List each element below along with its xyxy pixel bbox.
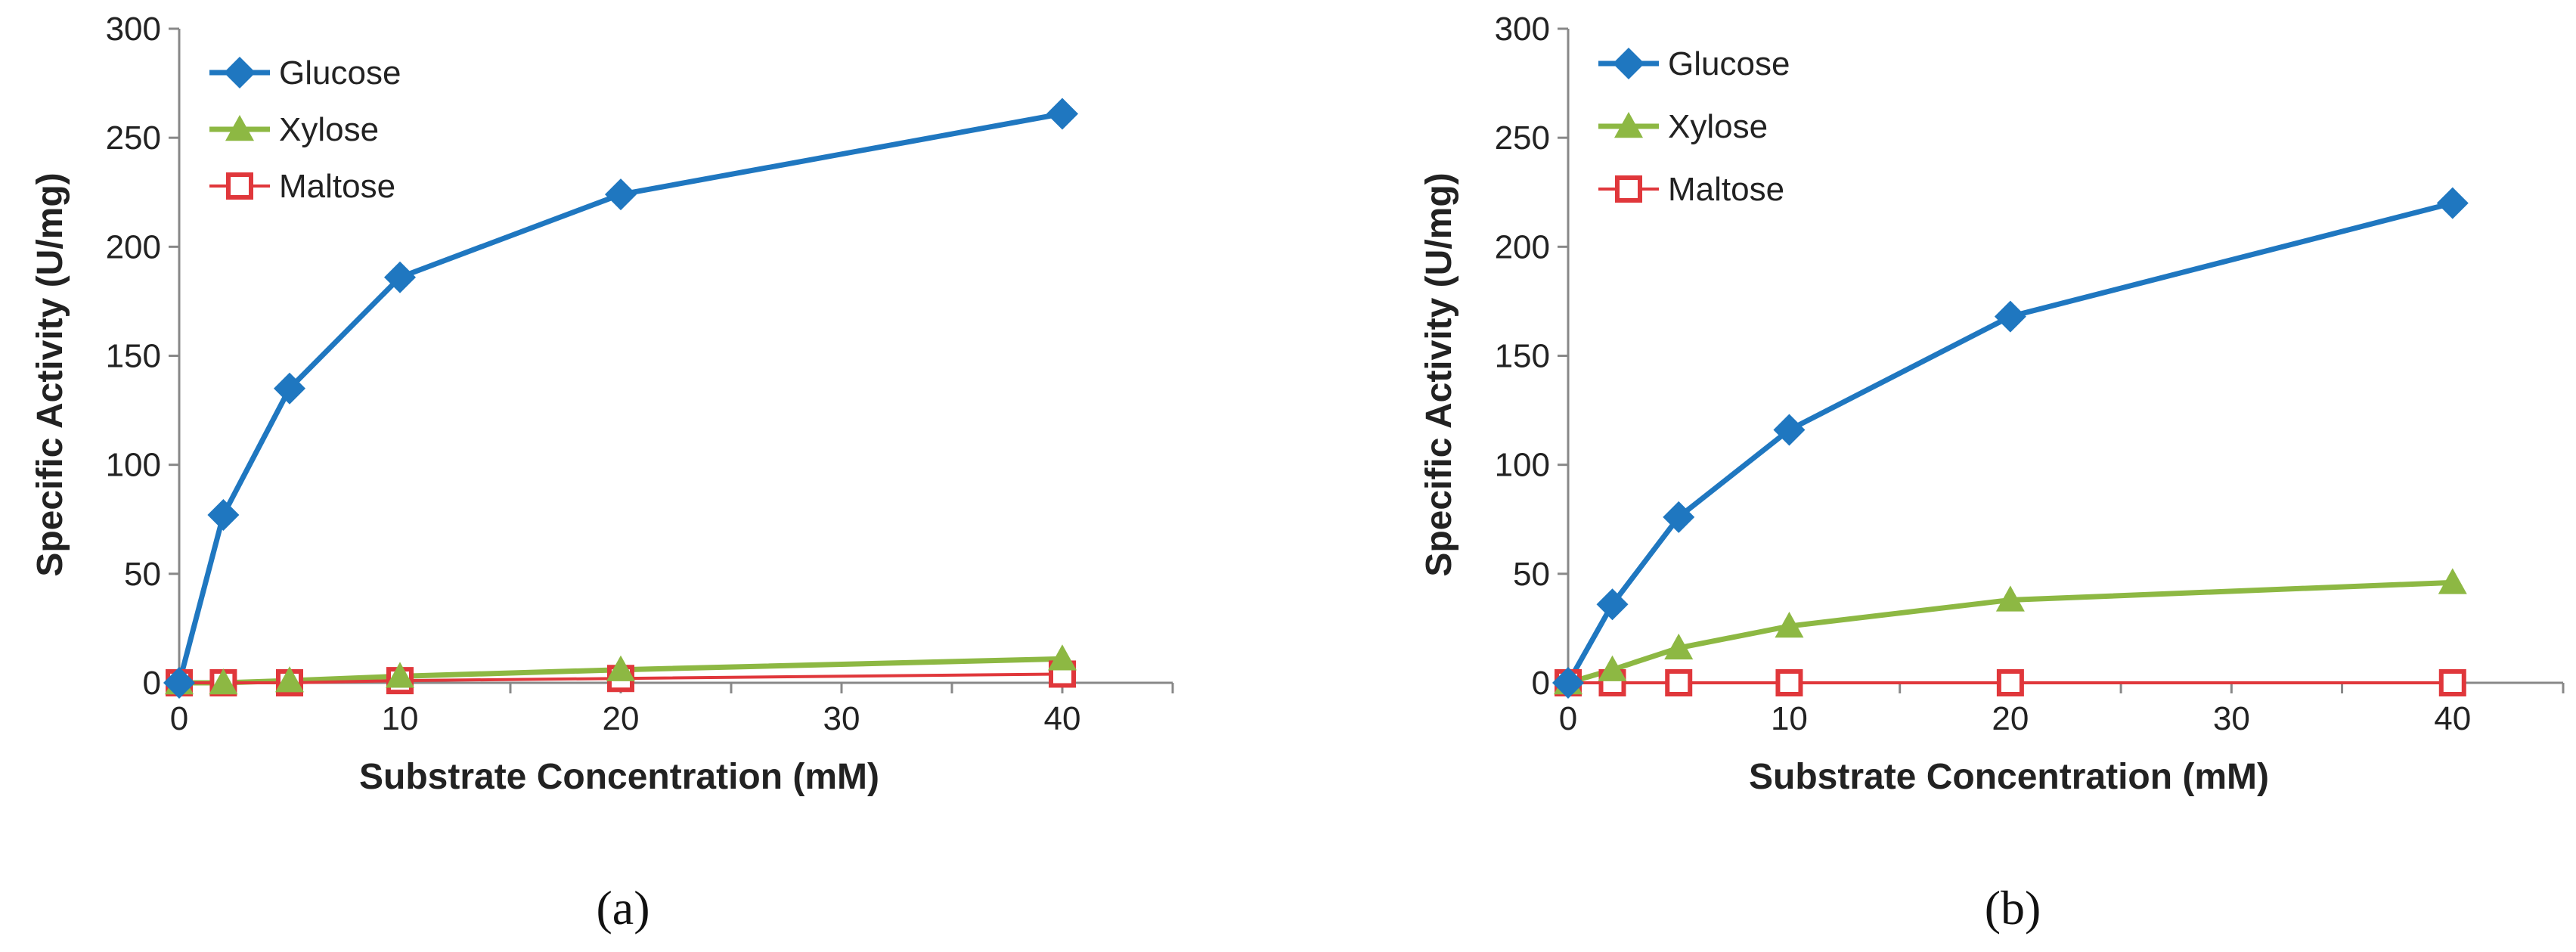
chart-panel-b: 0 50 100 150 200 250 300 0 10 20 30 40 Substrate Con…	[1419, 11, 2565, 935]
data-point-glucose	[2436, 187, 2469, 219]
data-point-xylose	[1995, 585, 2025, 612]
legend-label-maltose: Maltose	[1668, 171, 1784, 208]
legend-label-glucose: Glucose	[1668, 45, 1790, 82]
y-tick-label: 300	[1495, 11, 1550, 48]
x-tick-label: 40	[1044, 700, 1081, 737]
data-point-maltose	[2438, 669, 2466, 696]
legend-marker-glucose	[224, 57, 256, 88]
y-tick-label: 50	[1513, 556, 1550, 593]
panel-label: (a)	[596, 881, 649, 935]
y-tick-label: 150	[106, 338, 161, 375]
y-tick-label: 200	[1495, 228, 1550, 265]
legend-marker-xylose	[1614, 112, 1643, 138]
legend-label-xylose: Xylose	[279, 111, 379, 148]
x-tick-label: 40	[2434, 700, 2471, 737]
panel-label: (b)	[1985, 881, 2041, 935]
y-tick-label: 0	[1532, 665, 1550, 702]
y-tick-label: 150	[1495, 338, 1550, 375]
series-line-glucose	[176, 111, 1063, 684]
data-point-glucose	[1046, 98, 1078, 130]
x-tick-label: 0	[170, 700, 188, 737]
data-point-glucose	[207, 498, 240, 531]
x-tick-label: 30	[2213, 700, 2250, 737]
data-point-glucose	[1596, 588, 1629, 621]
y-axis-title: Specific Activity (U/mg)	[1419, 172, 1459, 576]
x-tick-label: 20	[1992, 700, 2029, 737]
data-point-maltose	[1996, 669, 2024, 696]
data-point-xylose	[386, 662, 414, 688]
y-tick-label: 300	[106, 11, 161, 48]
data-point-glucose	[384, 261, 416, 293]
x-tick-label: 10	[1771, 700, 1808, 737]
legend-marker-glucose	[1613, 48, 1644, 79]
x-tick-label: 10	[382, 700, 419, 737]
legend-marker-xylose	[225, 115, 254, 141]
data-point-glucose	[1994, 300, 2026, 333]
data-point-glucose	[605, 178, 637, 211]
y-tick-label: 100	[106, 447, 161, 484]
y-tick-label: 250	[106, 119, 161, 157]
data-point-xylose	[1048, 644, 1077, 671]
legend-label-xylose: Xylose	[1668, 108, 1768, 145]
y-tick-label: 250	[1495, 119, 1550, 157]
legend-marker-maltose	[226, 172, 253, 200]
data-point-glucose	[1773, 414, 1806, 446]
chart-panel-a: 0 50 100 150 200 250 300 0 10 20 30 40 Substrate Con…	[30, 11, 1174, 935]
data-point-maltose	[1775, 669, 1803, 696]
data-point-glucose	[163, 667, 195, 699]
data-point-xylose	[275, 666, 304, 693]
data-point-xylose	[1775, 612, 1804, 638]
data-point-xylose	[209, 668, 238, 695]
legend-label-glucose: Glucose	[279, 54, 401, 91]
x-tick-label: 30	[823, 700, 860, 737]
data-point-xylose	[606, 655, 635, 681]
data-point-xylose	[1598, 655, 1627, 681]
x-tick-label: 20	[603, 700, 640, 737]
data-point-glucose	[274, 372, 305, 405]
y-tick-label: 0	[143, 665, 161, 702]
data-point-glucose	[1552, 667, 1584, 699]
legend-label-maltose: Maltose	[279, 168, 395, 205]
series-line-glucose	[1565, 200, 2454, 684]
x-tick-label: 0	[1559, 700, 1577, 737]
y-axis-title: Specific Activity (U/mg)	[30, 172, 70, 576]
x-axis-title: Substrate Concentration (mM)	[1749, 757, 2269, 797]
data-point-xylose	[2438, 568, 2467, 594]
x-axis-title: Substrate Concentration (mM)	[359, 757, 879, 797]
y-tick-label: 100	[1495, 447, 1550, 484]
y-tick-label: 200	[106, 228, 161, 265]
data-point-maltose	[1665, 669, 1693, 696]
data-point-xylose	[1664, 633, 1694, 660]
y-tick-label: 50	[124, 556, 161, 593]
legend-marker-maltose	[1615, 175, 1642, 203]
data-point-glucose	[1663, 501, 1695, 533]
